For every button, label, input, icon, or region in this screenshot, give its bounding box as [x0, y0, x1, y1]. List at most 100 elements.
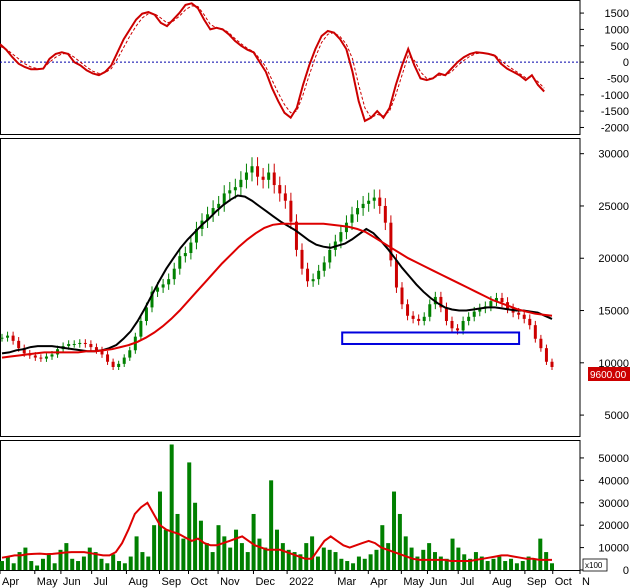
- price-candle-body-95: [528, 318, 532, 326]
- price-candle-body-46: [256, 166, 260, 177]
- volume-bar-24: [140, 552, 145, 570]
- price-candle-body-44: [244, 172, 248, 180]
- ytick-label-0-4: -500: [607, 73, 629, 85]
- price-candle-body-20: [111, 361, 115, 367]
- price-candle-body-41: [228, 190, 232, 194]
- volume-unit-box: [582, 558, 608, 572]
- volume-bar-9: [52, 563, 57, 570]
- ytick-label-1-4: 10000: [598, 358, 629, 370]
- price-candle-body-40: [222, 193, 226, 204]
- volume-bar-12: [70, 558, 75, 570]
- volume-bar-91: [532, 558, 537, 570]
- xtick-label-17: Oct: [555, 576, 572, 588]
- volume-bar-60: [351, 563, 356, 570]
- price-candle-body-22: [122, 357, 126, 364]
- price-candle-body-7: [39, 357, 43, 359]
- panel-frame-2: [0, 440, 581, 571]
- price-candle-body-68: [378, 197, 382, 206]
- xtick-label-16: Sep: [527, 576, 547, 588]
- xtick-label-10: Mar: [337, 576, 356, 588]
- volume-bar-49: [286, 549, 291, 570]
- volume-bar-42: [245, 552, 250, 570]
- ytick-label-2-2: 30000: [598, 498, 629, 510]
- price-candle-body-43: [239, 179, 243, 188]
- ytick-label-2-1: 40000: [598, 475, 629, 487]
- volume-bar-76: [444, 558, 449, 570]
- volume-bar-92: [538, 538, 543, 570]
- price-candle-body-96: [533, 325, 537, 339]
- volume-bar-6: [35, 565, 40, 570]
- volume-bar-67: [392, 491, 397, 570]
- volume-bar-89: [520, 561, 525, 570]
- price-candle-body-17: [94, 347, 98, 351]
- price-candle-body-1: [6, 335, 10, 338]
- ytick-label-1-5: 5000: [605, 410, 629, 422]
- price-candle-body-45: [250, 166, 254, 173]
- price-candle-body-94: [522, 314, 526, 319]
- volume-bar-62: [362, 558, 367, 570]
- xtick-label-15: Aug: [492, 576, 512, 588]
- price-candle-body-70: [389, 222, 393, 261]
- ytick-label-0-0: 1500: [605, 8, 629, 20]
- price-candle-body-97: [539, 338, 543, 349]
- price-candle-body-88: [489, 301, 493, 307]
- price-candle-body-67: [372, 197, 376, 201]
- volume-bar-17: [99, 558, 104, 570]
- volume-bar-31: [181, 538, 186, 570]
- volume-bar-15: [87, 547, 92, 570]
- price-candle-body-23: [128, 350, 132, 358]
- xtick-label-13: Jun: [429, 576, 447, 588]
- volume-bar-35: [204, 543, 209, 570]
- volume-bar-54: [315, 556, 320, 570]
- volume-bar-14: [81, 556, 86, 570]
- volume-bar-87: [509, 558, 514, 570]
- price-candle-body-32: [178, 256, 182, 269]
- xtick-label-1: May: [37, 576, 58, 588]
- price-candle-body-15: [83, 342, 87, 344]
- xtick-label-9: 2022: [289, 576, 313, 588]
- volume-bar-61: [356, 556, 361, 570]
- ytick-label-1-0: 30000: [598, 149, 629, 161]
- volume-bar-58: [339, 558, 344, 570]
- price-candle-body-13: [72, 343, 76, 345]
- volume-bar-34: [198, 520, 203, 570]
- ytick-label-0-5: -1000: [601, 90, 629, 102]
- volume-bar-85: [497, 556, 502, 570]
- price-candle-body-12: [67, 343, 71, 347]
- price-candle-body-16: [89, 343, 93, 348]
- volume-bar-2: [11, 563, 16, 570]
- price-candle-body-85: [472, 311, 476, 317]
- price-ma-1: [1, 222, 553, 359]
- price-candle-body-33: [183, 253, 187, 257]
- price-candle-body-82: [456, 328, 460, 331]
- volume-bar-94: [550, 563, 554, 570]
- volume-bar-10: [58, 549, 63, 570]
- xtick-label-8: Dec: [255, 576, 275, 588]
- volume-bar-8: [46, 554, 51, 570]
- price-candle-body-58: [322, 262, 326, 271]
- ytick-label-0-2: 500: [611, 41, 629, 53]
- xtick-label-5: Sep: [162, 576, 182, 588]
- price-candle-body-71: [394, 260, 398, 288]
- price-candle-body-42: [233, 187, 237, 191]
- price-candle-body-28: [156, 287, 160, 292]
- volume-bar-53: [310, 536, 315, 570]
- price-candle-body-18: [100, 350, 104, 355]
- volume-bar-45: [263, 547, 268, 570]
- volume-bar-43: [251, 513, 256, 570]
- xtick-label-3: Jul: [94, 576, 108, 588]
- price-candle-body-37: [206, 214, 210, 221]
- volume-bar-44: [257, 538, 262, 570]
- ytick-label-2-5: 0: [623, 565, 629, 577]
- price-candle-body-27: [150, 291, 154, 308]
- price-candle-body-8: [44, 356, 48, 359]
- price-candle-body-50: [278, 185, 282, 194]
- price-candle-body-35: [194, 228, 198, 243]
- price-ma-0: [1, 194, 553, 355]
- volume-ma: [1, 501, 552, 562]
- volume-bar-28: [163, 529, 168, 570]
- price-candle-body-86: [478, 308, 482, 312]
- price-candle-body-55: [306, 268, 310, 282]
- price-candle-body-31: [172, 268, 176, 280]
